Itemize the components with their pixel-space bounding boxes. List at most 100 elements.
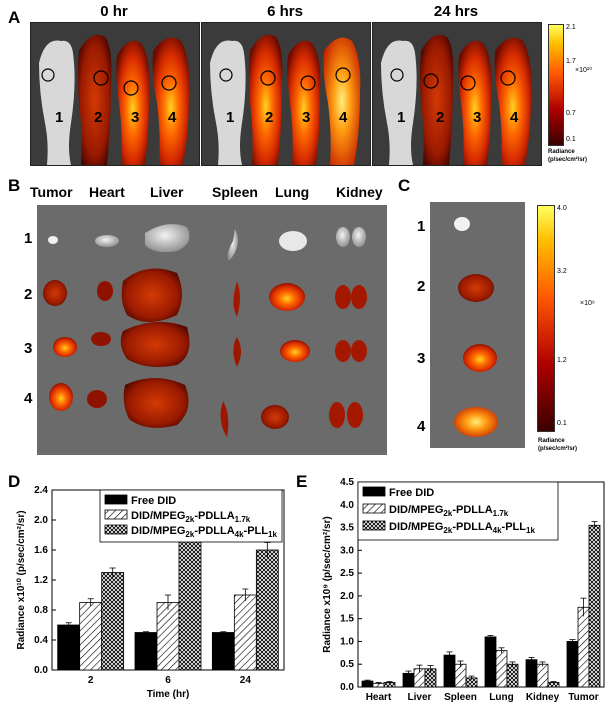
bar bbox=[134, 632, 158, 671]
y-tick-label: 1.0 bbox=[340, 636, 354, 647]
colorbar-a-exponent: ×10¹⁰ bbox=[575, 67, 593, 74]
colorbar-c-tick: 4.0 bbox=[557, 205, 567, 212]
timepoint-label-6hrs: 6 hrs bbox=[267, 3, 303, 20]
mouse-number-2: 2 bbox=[436, 109, 445, 126]
mouse-1-body bbox=[39, 40, 75, 165]
mouse-image-24hrs: 1 2 3 4 bbox=[372, 22, 542, 166]
mouse-number-2: 2 bbox=[265, 109, 274, 126]
legend-box bbox=[99, 489, 283, 543]
x-tick-label: Kidney bbox=[526, 692, 560, 703]
bar bbox=[156, 602, 180, 671]
x-tick-label: Spleen bbox=[444, 692, 477, 703]
mouse-number-1: 1 bbox=[397, 109, 406, 126]
mouse-number-3: 3 bbox=[473, 109, 482, 126]
y-tick-label: 0.0 bbox=[34, 665, 48, 676]
legend-label: DID/MPEG2k-PDLLA1.7k bbox=[131, 510, 251, 524]
colorbar-a-title: Radiance (p/sec/cm²/sr) bbox=[548, 148, 608, 164]
organ-image-panel bbox=[37, 205, 387, 455]
x-tick-label: Lung bbox=[489, 692, 513, 703]
bar bbox=[79, 602, 103, 671]
bar bbox=[101, 572, 125, 671]
colorbar-a-tick: 2.1 bbox=[566, 24, 576, 31]
legend-swatch bbox=[104, 509, 128, 520]
mouse-number-1: 1 bbox=[55, 109, 64, 126]
bar bbox=[566, 641, 579, 688]
panel-c-letter: C bbox=[398, 176, 411, 195]
bar bbox=[495, 650, 508, 688]
y-tick-label: 0.4 bbox=[34, 635, 48, 646]
y-tick-label: 2.0 bbox=[34, 515, 48, 526]
chart-d-svg: 0.0 0.4 0.8 1.2 1.6 2.0 2.4 Radiance x10¹⁰ (p/s… bbox=[16, 485, 285, 700]
y-tick-label: 2.5 bbox=[340, 568, 354, 579]
mouse-number-3: 3 bbox=[131, 109, 140, 126]
colorbar-a bbox=[548, 24, 564, 146]
tumor-image-panel bbox=[430, 202, 525, 448]
mouse-number-3: 3 bbox=[302, 109, 311, 126]
y-tick-label: 1.6 bbox=[34, 545, 48, 556]
bar bbox=[484, 636, 497, 688]
x-tick-label: Heart bbox=[366, 692, 392, 703]
bar bbox=[454, 663, 467, 688]
mouse-image-6hrs: 1 2 3 4 bbox=[201, 22, 371, 166]
y-axis-label: Radiance x10¹⁰ (p/sec/cm²/sr) bbox=[16, 510, 27, 649]
legend-label: DID/MPEG2k-PDLLA4k-PLL1k bbox=[131, 525, 277, 539]
organ-row-number-1: 1 bbox=[24, 230, 33, 247]
organ-label-tumor: Tumor bbox=[30, 184, 73, 200]
bar bbox=[178, 527, 202, 671]
x-tick-label: 24 bbox=[240, 675, 252, 686]
bar bbox=[506, 663, 519, 688]
bar bbox=[57, 624, 81, 671]
organ-label-kidney: Kidney bbox=[336, 184, 383, 200]
mouse-number-1: 1 bbox=[226, 109, 235, 126]
panel-e-letter: E bbox=[296, 472, 308, 491]
y-tick-label: 3.0 bbox=[340, 545, 354, 556]
chart-d: 0.0 0.4 0.8 1.2 1.6 2.0 2.4 Radiance x10¹⁰ (p/s… bbox=[0, 470, 300, 710]
y-tick-label: 0.0 bbox=[340, 682, 354, 693]
y-tick-label: 2.0 bbox=[340, 591, 354, 602]
legend-label: Free DID bbox=[389, 487, 434, 499]
y-tick-label: 3.5 bbox=[340, 523, 354, 534]
y-tick-label: 0.5 bbox=[340, 659, 354, 670]
legend-swatch bbox=[362, 503, 386, 514]
legend-label: DID/MPEG2k-PDLLA1.7k bbox=[389, 504, 509, 518]
colorbar-a-title-line1: Radiance bbox=[548, 149, 575, 155]
x-tick-label: Tumor bbox=[568, 692, 598, 703]
tumor-row-number-3: 3 bbox=[417, 350, 426, 367]
y-tick-label: 1.2 bbox=[34, 575, 48, 586]
panel-d-letter: D bbox=[8, 472, 21, 491]
legend-label: DID/MPEG2k-PDLLA4k-PLL1k bbox=[389, 521, 535, 535]
panel-b-letter: B bbox=[8, 176, 21, 195]
y-tick-label: 0.8 bbox=[34, 605, 48, 616]
mouse-number-4: 4 bbox=[168, 109, 177, 126]
timepoint-label-24hrs: 24 hrs bbox=[433, 3, 479, 20]
y-tick-label: 4.5 bbox=[340, 477, 354, 488]
legend-label: Free DID bbox=[131, 495, 176, 507]
colorbar-c bbox=[537, 205, 555, 432]
bar bbox=[536, 663, 549, 688]
timepoint-label-0hr: 0 hr bbox=[100, 3, 128, 20]
mouse-image-0hr: 1 2 3 4 bbox=[30, 22, 200, 166]
mouse-number-4: 4 bbox=[510, 109, 519, 126]
tumor-row-number-2: 2 bbox=[417, 278, 426, 295]
colorbar-c-title-line2: (p/sec/cm²/sr) bbox=[538, 446, 578, 452]
colorbar-c-exponent: ×10⁹ bbox=[580, 300, 595, 307]
bar bbox=[525, 659, 538, 688]
organ-row-number-4: 4 bbox=[24, 390, 33, 407]
organ-label-spleen: Spleen bbox=[212, 184, 258, 200]
tumor-row-number-4: 4 bbox=[417, 418, 426, 435]
organ-row-number-3: 3 bbox=[24, 340, 33, 357]
mouse-number-4: 4 bbox=[339, 109, 348, 126]
mouse-2-body bbox=[78, 34, 112, 165]
mouse-number-2: 2 bbox=[94, 109, 103, 126]
mouse-4-body bbox=[152, 37, 190, 165]
organ-label-liver: Liver bbox=[150, 184, 184, 200]
chart-e-svg: 0.0 0.5 1.0 1.5 2.0 2.5 3.0 3.5 4.0 4.5 Radiance x… bbox=[322, 477, 605, 703]
chart-e: 0.0 0.5 1.0 1.5 2.0 2.5 3.0 3.5 4.0 4.5 Radiance x… bbox=[296, 470, 608, 715]
colorbar-c-title: Radiance (p/sec/cm²/sr) bbox=[538, 437, 608, 453]
panel-a-letter: A bbox=[8, 8, 21, 27]
x-tick-label: 2 bbox=[88, 675, 94, 686]
bar bbox=[211, 632, 235, 671]
tumor-row-number-1: 1 bbox=[417, 218, 426, 235]
organ-row-number-2: 2 bbox=[24, 286, 33, 303]
legend-box bbox=[357, 481, 559, 541]
